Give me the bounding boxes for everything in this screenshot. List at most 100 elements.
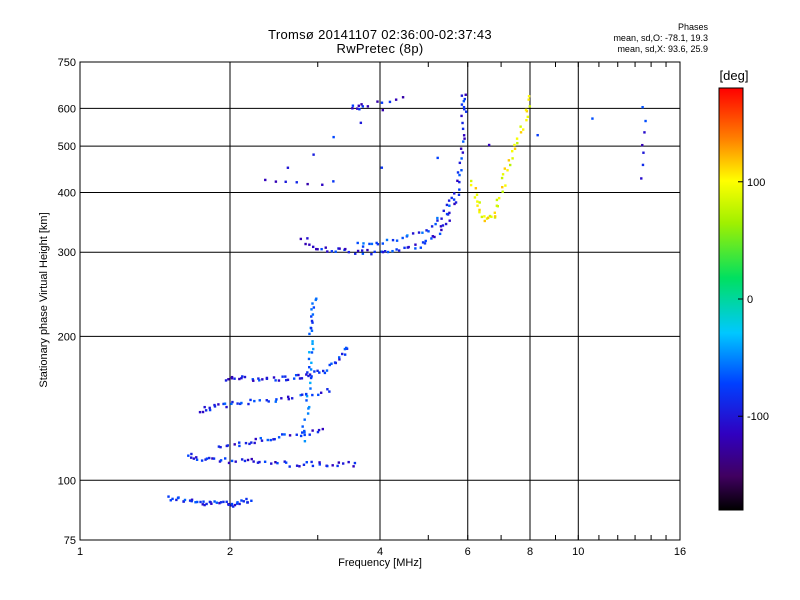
data-point — [247, 402, 250, 406]
data-point — [322, 369, 325, 373]
data-point — [525, 118, 528, 122]
data-point — [406, 234, 409, 237]
data-point — [536, 133, 539, 137]
data-point — [357, 104, 360, 107]
data-point — [295, 433, 298, 436]
data-point — [591, 117, 594, 120]
data-point — [434, 222, 437, 226]
data-point — [256, 461, 260, 464]
data-point — [270, 462, 273, 465]
data-point — [430, 225, 434, 228]
data-point — [458, 161, 462, 165]
data-point — [307, 374, 310, 378]
data-point — [356, 107, 359, 110]
data-point — [642, 151, 645, 154]
data-point — [445, 203, 449, 207]
data-point — [442, 209, 445, 213]
data-point — [320, 247, 323, 251]
data-point — [453, 202, 456, 206]
data-point — [419, 246, 423, 249]
data-point — [190, 498, 194, 501]
data-point — [311, 429, 314, 432]
data-point — [313, 370, 316, 373]
data-point — [495, 204, 499, 207]
data-point — [240, 401, 243, 405]
data-point — [487, 143, 491, 147]
data-point — [527, 95, 531, 98]
data-point — [366, 105, 370, 108]
y-tick-label: 750 — [58, 57, 76, 69]
data-point — [235, 502, 239, 505]
data-point — [199, 500, 202, 504]
data-point — [295, 464, 299, 467]
data-point — [473, 196, 477, 199]
data-point — [504, 184, 507, 187]
data-point — [401, 236, 404, 240]
data-point — [476, 204, 479, 207]
data-point — [344, 346, 348, 350]
data-point — [205, 457, 209, 460]
data-point — [490, 215, 493, 219]
data-point — [230, 504, 233, 507]
data-point — [332, 180, 335, 183]
data-point — [250, 499, 253, 502]
data-point — [284, 461, 288, 464]
data-point — [232, 505, 235, 508]
data-point — [310, 329, 314, 332]
data-point — [385, 238, 389, 242]
data-point — [325, 369, 329, 372]
data-point — [478, 208, 481, 212]
data-point — [381, 250, 385, 254]
data-point — [475, 193, 479, 196]
data-point — [274, 400, 277, 403]
data-point — [201, 503, 204, 506]
data-point — [501, 185, 504, 189]
data-point — [208, 406, 211, 410]
data-point — [217, 445, 221, 448]
data-point — [641, 105, 644, 109]
data-point — [243, 459, 247, 463]
data-point — [469, 179, 473, 183]
data-point — [640, 177, 643, 180]
data-point — [305, 399, 308, 402]
data-point — [448, 204, 451, 207]
data-point — [238, 441, 241, 444]
data-point — [311, 464, 315, 468]
data-point — [309, 381, 312, 385]
data-point — [264, 178, 267, 182]
data-point — [190, 452, 193, 456]
data-point — [176, 496, 180, 500]
data-point — [252, 460, 255, 463]
data-point — [501, 190, 504, 193]
data-point — [305, 394, 309, 398]
data-point — [303, 440, 307, 443]
data-point — [324, 246, 327, 249]
data-point — [376, 100, 379, 103]
data-point — [259, 436, 262, 440]
data-point — [311, 342, 314, 346]
data-point — [401, 96, 405, 99]
data-point — [338, 247, 341, 250]
data-point — [272, 376, 276, 379]
data-point — [462, 134, 466, 137]
data-point — [215, 501, 219, 504]
data-point — [326, 464, 329, 468]
data-point — [478, 201, 481, 204]
data-point — [318, 463, 321, 466]
chart-title: Tromsø 20141107 02:36:00-02:37:43 — [268, 27, 492, 42]
data-point — [208, 408, 212, 412]
data-point — [195, 500, 199, 504]
data-point — [381, 242, 384, 245]
data-point — [301, 393, 304, 396]
data-point — [303, 433, 306, 437]
data-point — [421, 231, 424, 234]
data-point — [528, 105, 531, 108]
data-point — [521, 128, 525, 131]
data-point — [395, 248, 398, 251]
data-point — [222, 402, 225, 406]
x-tick-label: 10 — [572, 546, 584, 558]
data-point — [356, 249, 360, 253]
data-point — [309, 327, 313, 330]
data-point — [457, 193, 461, 196]
data-point — [306, 412, 310, 415]
